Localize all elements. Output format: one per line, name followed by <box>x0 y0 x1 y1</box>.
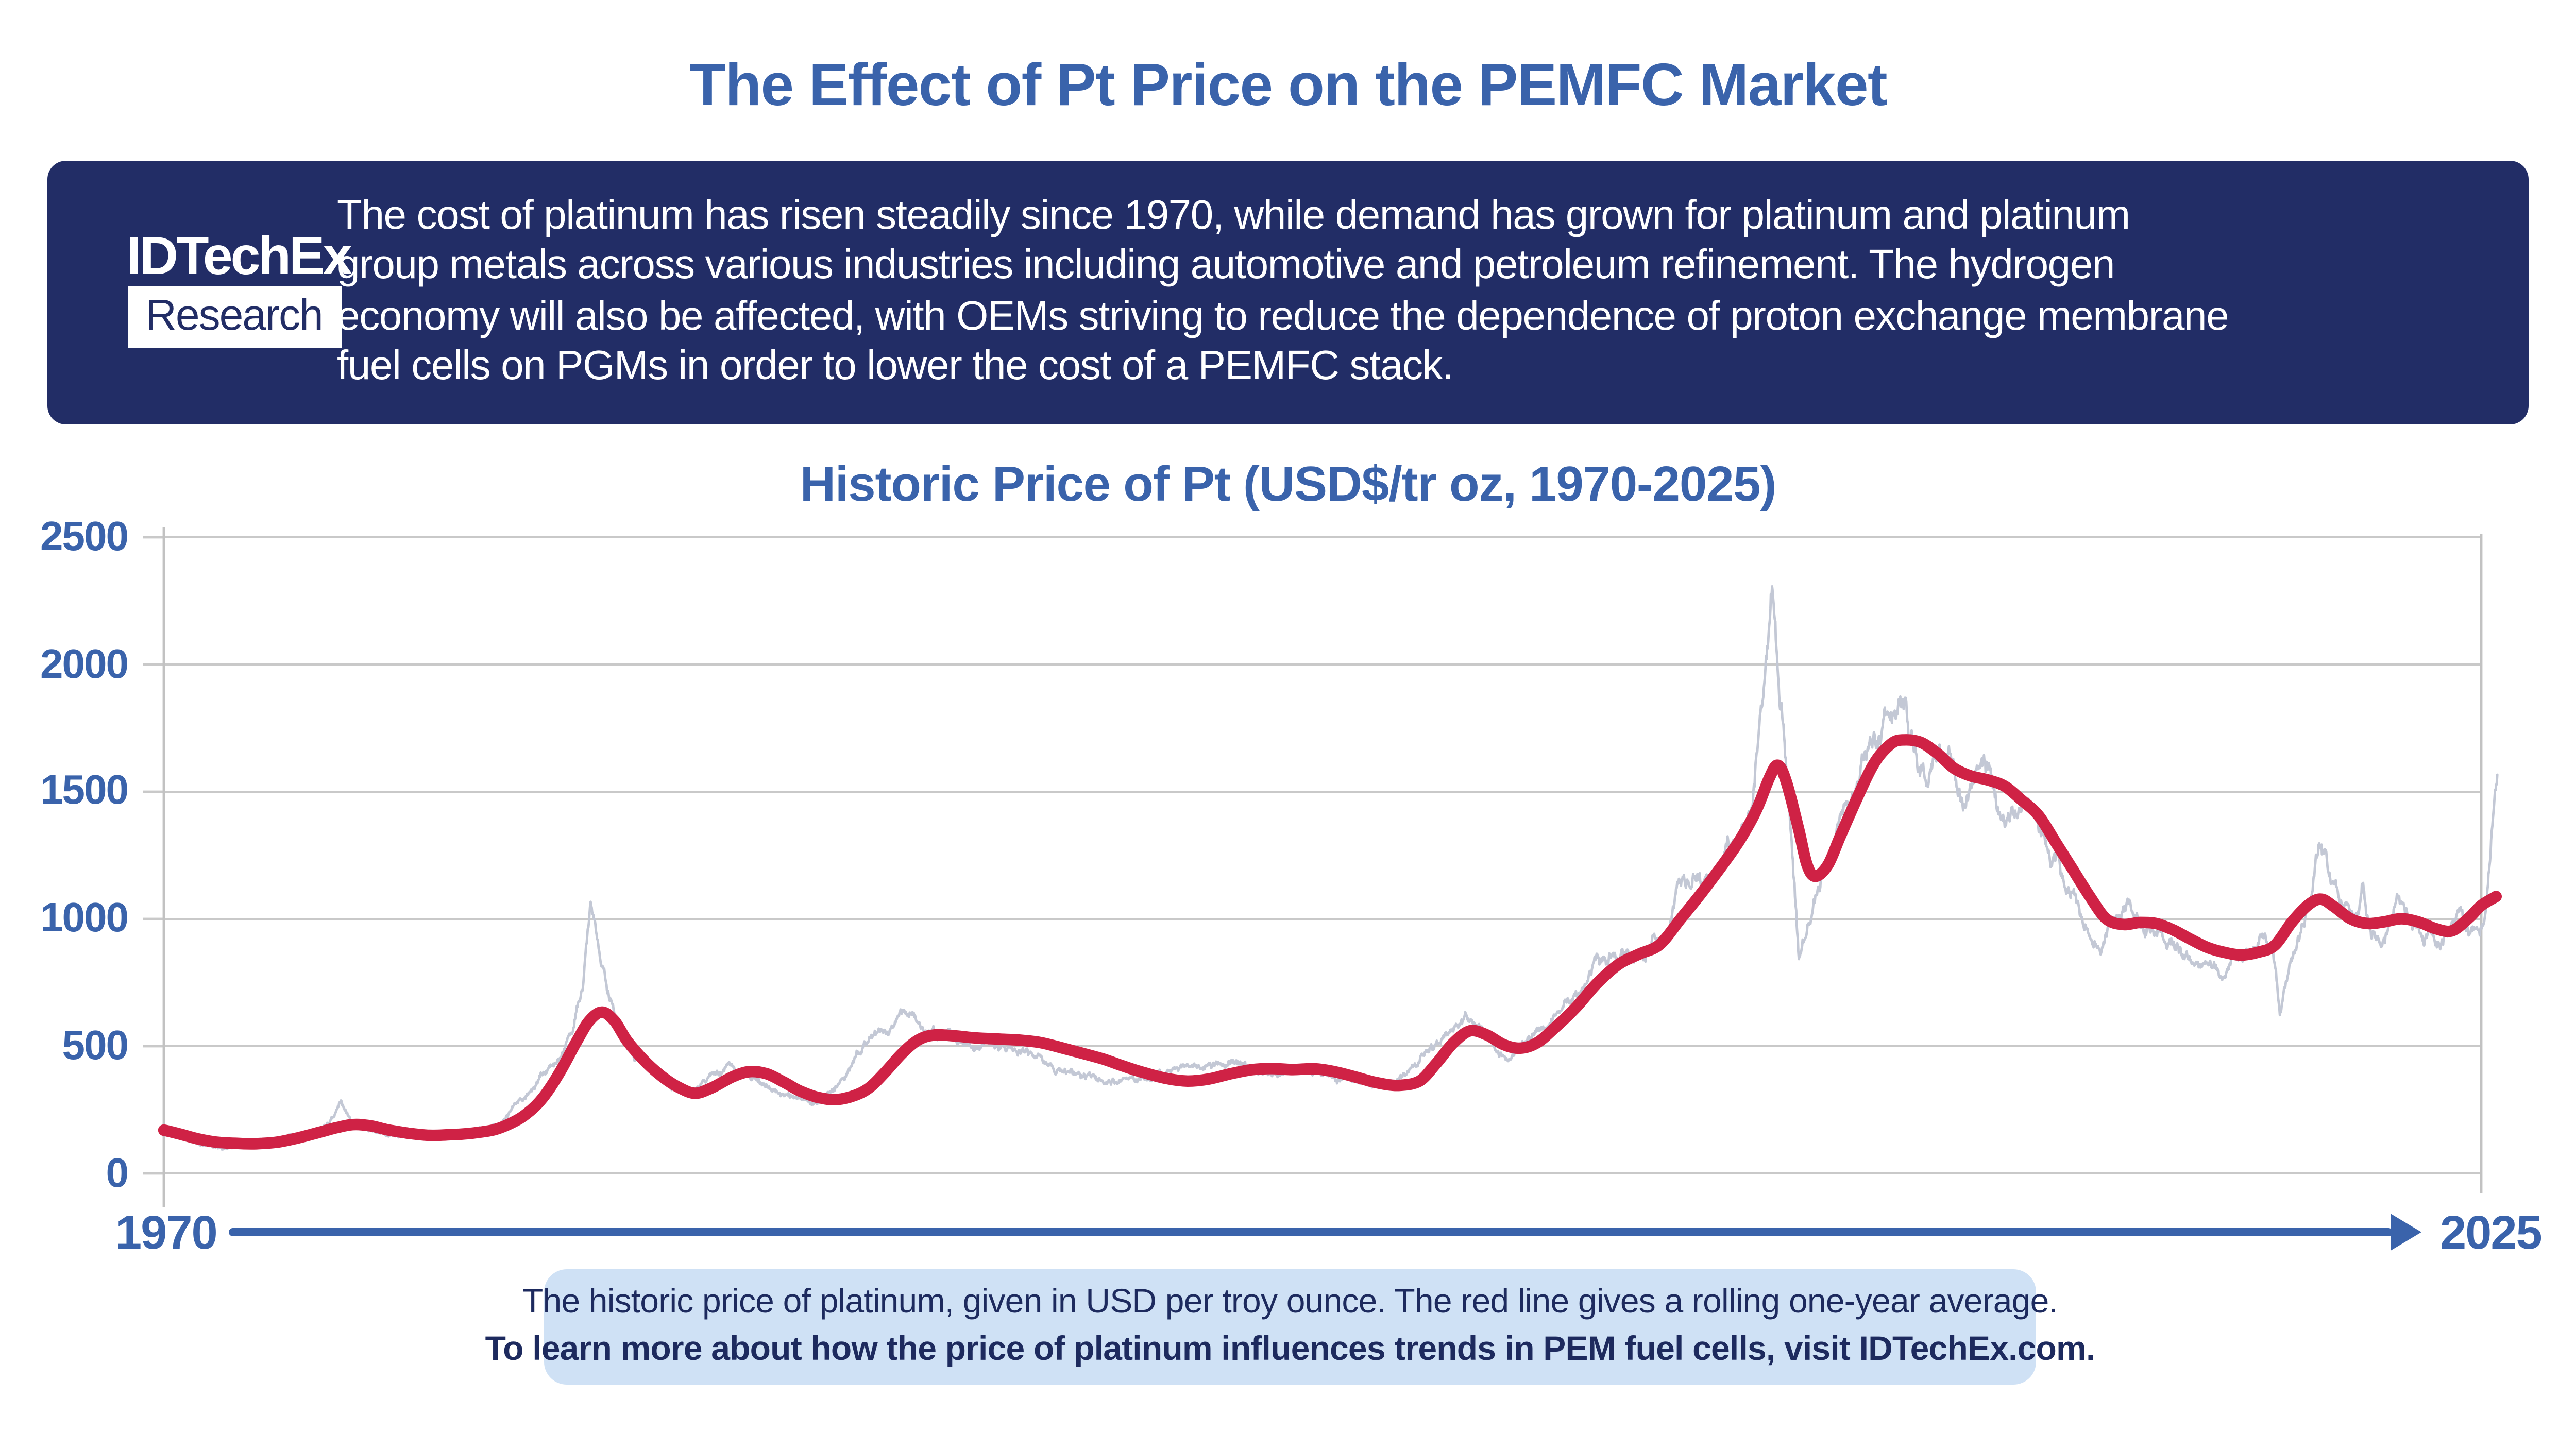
logo-research-label: Research <box>145 292 324 339</box>
banner-paragraph-line: fuel cells on PGMs in order to lower the… <box>337 345 1453 390</box>
y-axis-tick-label: 1000 <box>40 896 129 942</box>
caption-line-2-text: To learn more about how the price of pla… <box>485 1331 1859 1368</box>
rolling-average-line <box>158 734 2502 1150</box>
raw-price-line <box>162 585 2499 1151</box>
idtechex-logo: IDTechEx Research <box>127 228 353 347</box>
page-title: The Effect of Pt Price on the PEMFC Mark… <box>689 54 1888 120</box>
y-axis-tick-label: 1500 <box>40 769 129 814</box>
intro-banner: IDTechEx Research The cost of platinum h… <box>46 160 2528 423</box>
caption-box: The historic price of platinum, given in… <box>485 1269 2095 1385</box>
chart-title: Historic Price of Pt (USD$/tr oz, 1970-2… <box>800 457 1777 513</box>
y-axis-tick-label: 2000 <box>40 642 129 687</box>
caption-line-1: The historic price of platinum, given in… <box>522 1284 2058 1321</box>
banner-paragraph-line: group metals across various industries i… <box>337 243 2115 289</box>
caption-line-2: To learn more about how the price of pla… <box>485 1331 2096 1370</box>
x-axis-end-label: 2025 <box>2440 1205 2543 1259</box>
logo-research-box: Research <box>127 285 341 347</box>
x-axis-arrow-line <box>229 1227 2393 1237</box>
banner-paragraph-line: economy will also be affected, with OEMs… <box>337 294 2229 339</box>
y-axis-tick-label: 0 <box>106 1151 129 1196</box>
caption-brand-link: IDTechEx.com. <box>1859 1331 2096 1368</box>
banner-paragraph: The cost of platinum has risen steadily … <box>337 191 2499 394</box>
y-axis-tick-label: 2500 <box>40 515 129 560</box>
x-axis-arrow-head-icon <box>2391 1213 2421 1251</box>
x-axis-start-label: 1970 <box>115 1205 218 1259</box>
logo-wordmark: IDTechEx <box>127 224 352 285</box>
banner-paragraph-line: The cost of platinum has risen steadily … <box>337 193 2130 238</box>
y-axis-tick-label: 500 <box>62 1024 129 1069</box>
